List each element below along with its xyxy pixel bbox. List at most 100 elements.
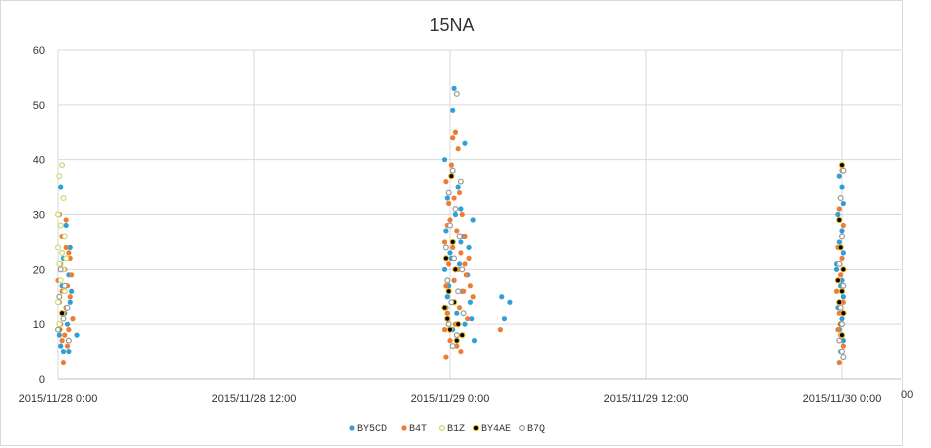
legend-marker [472, 424, 480, 432]
point-b7q [57, 266, 64, 273]
point-b4t [441, 327, 448, 333]
point-by5cd [441, 266, 448, 272]
point-by4ae [834, 277, 842, 284]
point-b4t [470, 294, 476, 300]
point-b7q [460, 310, 467, 317]
point-b4t [441, 239, 448, 245]
point-b4t [66, 327, 72, 333]
point-b4t [444, 310, 450, 316]
point-b4t [59, 338, 65, 344]
point-b1z [60, 195, 67, 202]
point-by4ae [452, 266, 459, 273]
point-b7q [837, 304, 844, 311]
legend-label: B1Z [447, 424, 465, 435]
point-b4t [462, 233, 468, 240]
point-by5cd [499, 294, 505, 300]
point-b4t [454, 228, 460, 234]
legend-marker [439, 425, 446, 432]
point-b7q [65, 337, 72, 344]
scatter-chart: 15NA 0 10 20 30 40 50 60 2015/11/28 0:00 2015/11… [19, 15, 901, 435]
point-b4t [458, 348, 464, 355]
point-b7q [449, 343, 456, 350]
point-b4t [838, 272, 844, 278]
point-by5cd [839, 184, 845, 190]
point-by4ae [840, 266, 847, 273]
point-by5cd [444, 294, 450, 300]
x-tick-label: 2015/11/29 0:00 [411, 393, 490, 405]
point-b7q [442, 244, 449, 251]
point-b1z [59, 162, 66, 169]
point-by5cd [447, 250, 453, 256]
x-tick-label: 2015/11/29 12:00 [604, 393, 689, 405]
point-b7q [455, 288, 462, 295]
point-by4ae [838, 331, 846, 339]
point-b4t [63, 244, 69, 250]
point-b4t [443, 283, 449, 289]
point-by5cd [441, 157, 448, 163]
point-by4ae [441, 304, 448, 311]
point-by4ae [838, 161, 846, 169]
point-b1z [54, 211, 61, 218]
point-b4t [63, 217, 69, 223]
y-tick-label: 10 [33, 319, 45, 331]
point-by5cd [458, 206, 464, 212]
point-by5cd [444, 195, 450, 201]
point-by5cd [839, 228, 845, 234]
y-tick-label: 30 [33, 210, 45, 222]
point-b4t [60, 359, 67, 366]
point-by5cd [452, 211, 459, 218]
point-b4t [443, 179, 449, 185]
point-by5cd [74, 332, 80, 338]
clipped-tick-label: 00 [901, 389, 914, 401]
point-b1z [56, 321, 63, 328]
point-by5cd [467, 299, 474, 305]
point-b7q [447, 222, 454, 229]
legend-marker [401, 425, 407, 431]
point-by5cd [840, 250, 846, 256]
point-by4ae [448, 172, 455, 180]
point-b7q [448, 299, 455, 306]
point-by5cd [466, 244, 472, 250]
point-b7q [54, 326, 61, 333]
point-b7q [453, 90, 460, 97]
point-by5cd [60, 348, 67, 355]
series-b7q [54, 90, 847, 361]
point-by5cd [840, 338, 846, 344]
point-by5cd [67, 244, 73, 250]
point-b1z [54, 244, 61, 251]
point-b4t [836, 359, 842, 366]
point-b4t [67, 255, 73, 261]
point-b4t [833, 288, 840, 294]
point-b7q [64, 304, 71, 311]
point-by4ae [442, 255, 450, 262]
legend-marker [518, 425, 525, 432]
y-tick-label: 20 [33, 264, 45, 276]
point-by5cd [58, 343, 64, 349]
legend: BY5CD B4T B1Z BY4AE B7Q [349, 424, 545, 435]
point-b4t [461, 288, 467, 294]
point-b4t [836, 206, 842, 212]
point-by4ae [836, 216, 843, 224]
data-points [54, 85, 847, 366]
point-b7q [452, 206, 459, 213]
point-by5cd [58, 184, 64, 190]
point-b4t [62, 332, 68, 338]
chart-title: 15NA [429, 15, 474, 35]
point-b7q [459, 266, 466, 273]
point-b4t [448, 162, 454, 168]
point-by5cd [443, 228, 449, 234]
gridlines [57, 49, 901, 379]
point-b7q [838, 348, 845, 355]
point-b7q [61, 282, 68, 289]
point-b7q [838, 233, 845, 240]
point-b4t [497, 327, 503, 333]
point-b4t [446, 200, 452, 207]
point-b1z [54, 299, 61, 306]
point-b7q [444, 277, 451, 284]
point-b7q [451, 255, 458, 262]
point-b4t [835, 327, 841, 333]
point-by5cd [455, 184, 461, 190]
point-b4t [456, 305, 463, 311]
point-by5cd [64, 321, 71, 327]
point-b1z [57, 277, 64, 284]
